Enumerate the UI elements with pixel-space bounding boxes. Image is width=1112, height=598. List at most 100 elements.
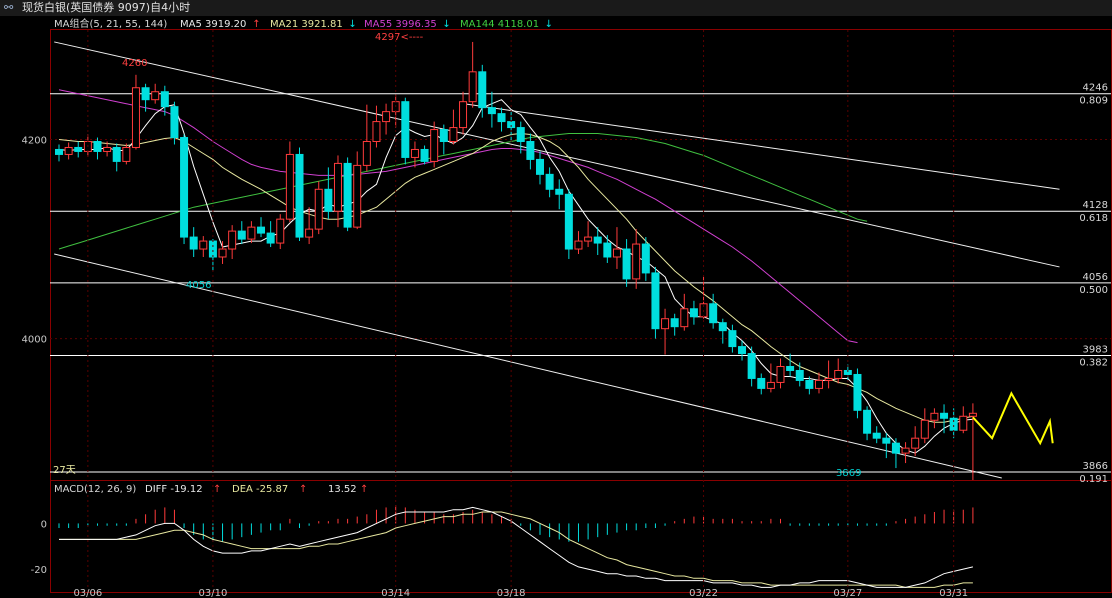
- fib-price-label: 4128: [1083, 200, 1108, 211]
- fib-price-label: 3866: [1083, 461, 1108, 472]
- candle-body: [786, 366, 795, 371]
- macd-dea: DEA -25.87: [232, 484, 288, 495]
- price-axis: 4200 4000: [22, 136, 1111, 346]
- macd-hist-arrow: ↑: [360, 484, 368, 495]
- fib-ratio-label: 0.809: [1079, 96, 1108, 107]
- candle-body: [382, 111, 391, 123]
- candle-body: [430, 129, 439, 162]
- candle-body: [333, 162, 342, 212]
- candle-body: [526, 141, 535, 160]
- ma-legend-arrow: ↓: [545, 19, 553, 30]
- macd-label: MACD(12, 26, 9): [54, 484, 136, 495]
- candle-body: [247, 226, 256, 240]
- macd-diff: DIFF -19.12: [145, 484, 203, 495]
- candle-body: [766, 381, 775, 389]
- candle-body: [776, 366, 785, 383]
- annotation-days: 27天: [53, 465, 76, 476]
- candle-body: [718, 322, 727, 332]
- ma-legend-label: MA组合(5, 21, 55, 144): [54, 17, 167, 30]
- candle-body: [257, 226, 266, 234]
- candle-body: [362, 141, 371, 166]
- candle-body: [661, 318, 670, 330]
- window-title: 现货白银(英国债券 9097)自4小时: [22, 1, 191, 14]
- candle-body: [497, 113, 506, 123]
- moving-averages: [58, 89, 974, 454]
- candle-body: [805, 379, 814, 389]
- candle-body: [93, 141, 102, 152]
- link-icon: ⚯: [4, 1, 14, 14]
- time-tick-label: 03/14: [381, 588, 410, 598]
- fib-price-label: 4246: [1083, 83, 1108, 94]
- candle-body: [872, 432, 881, 439]
- candlesticks: [55, 41, 977, 480]
- candle-body: [151, 91, 160, 101]
- candle-body: [574, 240, 583, 250]
- candle-body: [612, 248, 621, 258]
- macd-lines: [59, 506, 974, 588]
- time-tick-label: 03/10: [199, 588, 228, 598]
- fib-price-label: 4056: [1083, 272, 1108, 283]
- candle-body: [180, 137, 189, 238]
- fib-ratio-label: 0.191: [1079, 474, 1108, 485]
- trend-line: [462, 103, 1060, 190]
- candle-body: [237, 230, 246, 240]
- fib-ratio-label: 0.500: [1079, 285, 1108, 296]
- forecast-path: [972, 391, 1054, 446]
- candle-body: [103, 146, 112, 152]
- ma-legend: MA5 3919.20 ↑ MA21 3921.81 ↓ MA55 3996.35 ↓ MA…: [180, 19, 553, 30]
- candle-body: [516, 127, 525, 143]
- candle-body: [449, 127, 458, 143]
- candle-body: [911, 437, 920, 449]
- ma-legend-arrow: ↓: [442, 19, 450, 30]
- ma144-line: [58, 133, 868, 250]
- candle-body: [199, 240, 208, 250]
- candle-body: [74, 146, 83, 152]
- candle-body: [372, 121, 381, 143]
- candle-body: [545, 173, 554, 190]
- candle-body: [757, 377, 766, 389]
- candle-body: [208, 240, 217, 258]
- candle-body: [276, 218, 285, 244]
- candle-body: [439, 129, 448, 143]
- time-tick-label: 03/06: [73, 588, 102, 598]
- candle-body: [324, 188, 333, 212]
- macd-histogram: [58, 505, 974, 542]
- title-bar: ⚯ 现货白银(英国债券 9097)自4小时: [0, 0, 1112, 16]
- candle-body: [353, 164, 362, 228]
- macd-dea-arrow: ↑: [299, 484, 307, 495]
- ma21-line: [58, 132, 974, 423]
- candle-body: [131, 87, 140, 148]
- chart-area[interactable]: MA组合(5, 21, 55, 144) MA5 3919.20 ↑ MA21 39…: [0, 16, 1112, 598]
- fib-price-label: 3983: [1083, 345, 1108, 356]
- candle-body: [420, 148, 429, 162]
- candle-body: [632, 243, 641, 280]
- candle-body: [468, 71, 477, 103]
- macd-axis: 0 -20: [31, 519, 47, 576]
- candle-body: [160, 91, 169, 108]
- candle-body: [593, 236, 602, 244]
- candle-body: [536, 158, 544, 175]
- candle-body: [882, 437, 891, 444]
- candle-body: [266, 232, 275, 244]
- candle-body: [940, 412, 949, 419]
- candle-body: [305, 228, 314, 238]
- ma55-line: [58, 89, 858, 344]
- fib-ratio-label: 0.618: [1079, 213, 1108, 224]
- macd-panel-frame: [50, 480, 1112, 593]
- time-tick-label: 03/31: [939, 588, 968, 598]
- candle-body: [959, 415, 968, 431]
- candle-body: [920, 419, 929, 439]
- candle-body: [584, 236, 593, 242]
- ma-legend-item: MA21 3921.81: [270, 19, 343, 30]
- candle-body: [459, 101, 468, 129]
- candle-body: [930, 412, 939, 421]
- candle-body: [651, 272, 660, 330]
- fibonacci-levels: 4246 0.809 4128 0.618 4056 0.500 3983 0.382 3866…: [50, 83, 1111, 485]
- ma-legend-arrow: ↑: [252, 19, 260, 30]
- macd-tick-label: 0: [41, 519, 47, 530]
- candle-body: [555, 188, 564, 195]
- price-tick-label: 4000: [22, 335, 47, 346]
- candle-body: [853, 373, 862, 411]
- candle-body: [901, 447, 910, 454]
- candle-body: [824, 377, 833, 381]
